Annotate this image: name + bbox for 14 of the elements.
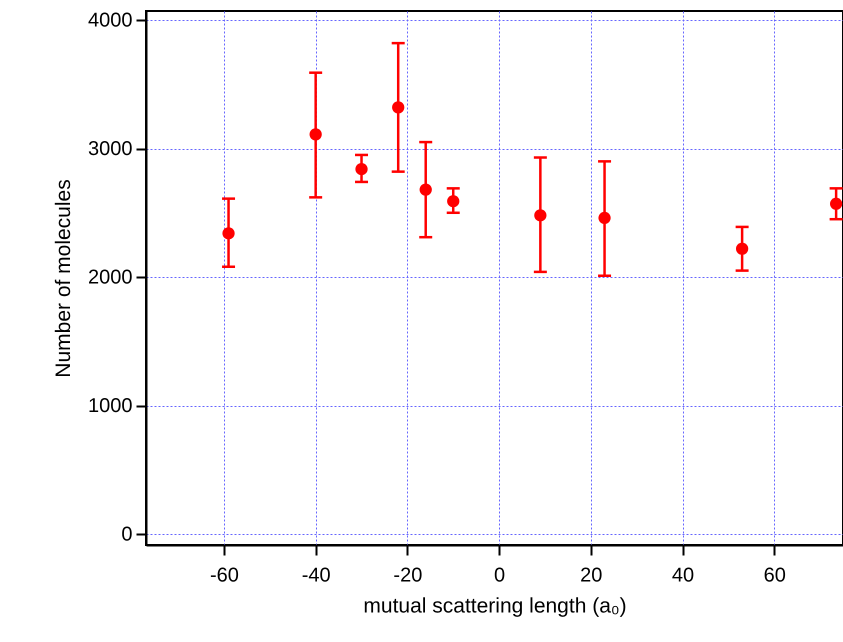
y-tick-label: 1000 [88,395,132,418]
y-axis-title: Number of molecules [52,179,76,378]
x-tick-label: 60 [764,564,786,586]
x-tick-label: -60 [210,564,239,586]
x-tick-label: 40 [672,564,694,586]
x-tick-label: 20 [580,564,602,586]
y-tick-label: 0 [121,524,132,546]
y-tick-label: 2000 [88,266,132,289]
x-tick-label: 0 [494,564,506,586]
y-tick-label: 3000 [88,138,132,160]
y-tick-label: 4000 [88,9,132,32]
x-tick-label: -40 [302,564,331,586]
x-tick-label: -20 [393,564,422,586]
x-axis-title: mutual scattering length (a₀) [363,594,627,618]
